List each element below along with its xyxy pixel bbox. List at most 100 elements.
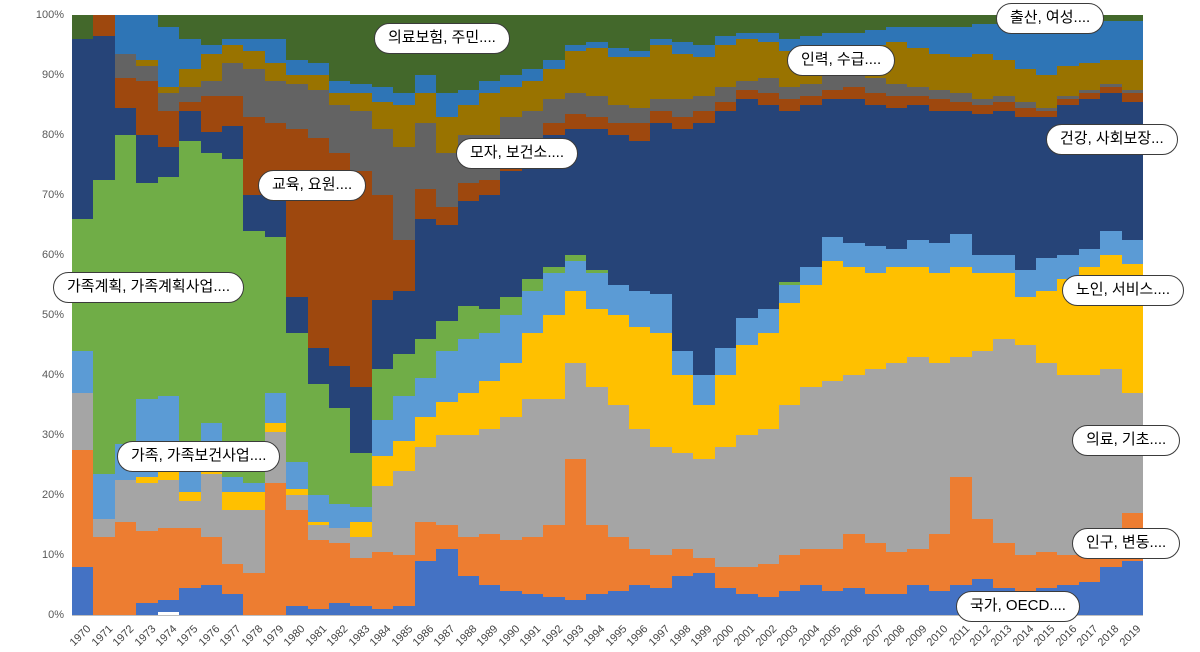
segment — [393, 240, 415, 291]
segment — [886, 552, 908, 594]
segment — [800, 15, 822, 36]
x-axis-tick-label: 1978 — [239, 623, 266, 649]
segment — [564, 45, 587, 51]
year-column-1983 — [350, 15, 372, 615]
y-axis-tick-label: 50% — [41, 309, 64, 321]
series-callout[interactable]: 모자, 보건소.... — [456, 138, 579, 169]
segment — [993, 273, 1015, 339]
segment — [1057, 24, 1079, 66]
segment — [950, 477, 972, 585]
series-callout[interactable]: 국가, OECD.... — [956, 591, 1080, 622]
segment — [179, 111, 201, 141]
series-callout[interactable]: 인력, 수급.... — [787, 45, 896, 76]
segment — [72, 393, 94, 450]
x-axis-tick-label: 1994 — [582, 623, 608, 649]
segment — [286, 489, 308, 495]
segment — [564, 291, 587, 363]
series-callout[interactable]: 인구, 변동.... — [1072, 528, 1181, 559]
x-axis-tick-label: 1992 — [539, 623, 566, 649]
series-callout[interactable]: 건강, 사회보장... — [1046, 124, 1178, 155]
segment — [607, 405, 629, 537]
segment — [436, 435, 458, 525]
segment — [1078, 99, 1101, 249]
series-callout[interactable]: 출산, 여성.... — [996, 3, 1105, 34]
segment — [928, 54, 951, 90]
segment — [1014, 69, 1036, 102]
segment — [500, 540, 522, 591]
segment — [350, 387, 372, 453]
segment — [864, 93, 887, 105]
segment — [671, 453, 694, 549]
segment — [650, 555, 672, 588]
x-axis-tick-label: 2015 — [1031, 623, 1058, 649]
series-callout[interactable]: 의료, 기초.... — [1072, 425, 1181, 456]
segment — [500, 315, 522, 363]
segment — [436, 93, 458, 117]
plot-area — [72, 15, 1144, 615]
segment — [950, 27, 972, 57]
segment — [586, 270, 608, 273]
segment — [971, 273, 994, 351]
segment — [329, 603, 351, 615]
x-axis-tick-label: 2004 — [796, 623, 823, 649]
year-column-2011 — [950, 15, 972, 615]
segment — [243, 573, 265, 615]
x-axis-tick-label: 2000 — [710, 623, 737, 649]
segment — [136, 81, 158, 135]
segment — [714, 348, 737, 375]
segment — [671, 129, 694, 351]
series-callout[interactable]: 의료보험, 주민.... — [374, 23, 510, 54]
segment — [628, 327, 651, 429]
x-axis-tick-label: 2018 — [1096, 623, 1122, 649]
segment — [393, 354, 415, 396]
segment — [1078, 375, 1101, 543]
segment — [521, 537, 544, 594]
segment — [1100, 84, 1122, 87]
segment — [371, 102, 394, 129]
series-callout[interactable]: 가족, 가족보건사업.... — [117, 441, 281, 472]
year-column-1975 — [179, 15, 201, 615]
segment — [671, 54, 694, 99]
segment — [928, 111, 951, 243]
segment — [564, 459, 587, 600]
segment — [607, 105, 629, 123]
year-column-2014 — [1014, 15, 1036, 615]
segment — [671, 576, 694, 615]
segment — [114, 522, 137, 615]
segment — [1035, 291, 1058, 363]
segment — [607, 57, 629, 105]
segment — [1035, 24, 1058, 75]
segment — [886, 27, 908, 42]
segment — [543, 99, 565, 123]
year-column-1996 — [628, 15, 651, 615]
segment — [543, 525, 565, 597]
segment — [307, 63, 330, 75]
segment — [329, 408, 351, 504]
year-column-1985 — [393, 15, 415, 615]
y-axis-tick-label: 30% — [41, 429, 64, 441]
series-callout[interactable]: 교육, 요원.... — [258, 170, 367, 201]
year-column-1981 — [307, 15, 330, 615]
segment — [1014, 270, 1036, 297]
segment — [179, 528, 201, 588]
series-callout[interactable]: 가족계획, 가족계획사업.... — [53, 272, 245, 303]
segment — [93, 15, 115, 36]
segment — [393, 555, 415, 606]
series-callout[interactable]: 노인, 서비스.... — [1062, 275, 1185, 306]
segment — [457, 90, 480, 105]
segment — [479, 309, 501, 333]
segment — [1014, 102, 1036, 108]
segment — [1100, 21, 1122, 60]
segment — [907, 357, 929, 549]
y-axis-tick-label: 70% — [41, 189, 64, 201]
x-axis-tick-label: 1996 — [624, 623, 651, 649]
segment — [800, 105, 822, 267]
x-axis-tick-label: 1976 — [196, 623, 223, 649]
segment — [1014, 345, 1036, 555]
segment — [757, 33, 779, 42]
segment — [714, 111, 737, 348]
segment — [221, 96, 244, 126]
segment — [628, 123, 651, 141]
segment — [1014, 24, 1036, 69]
segment — [221, 564, 244, 594]
